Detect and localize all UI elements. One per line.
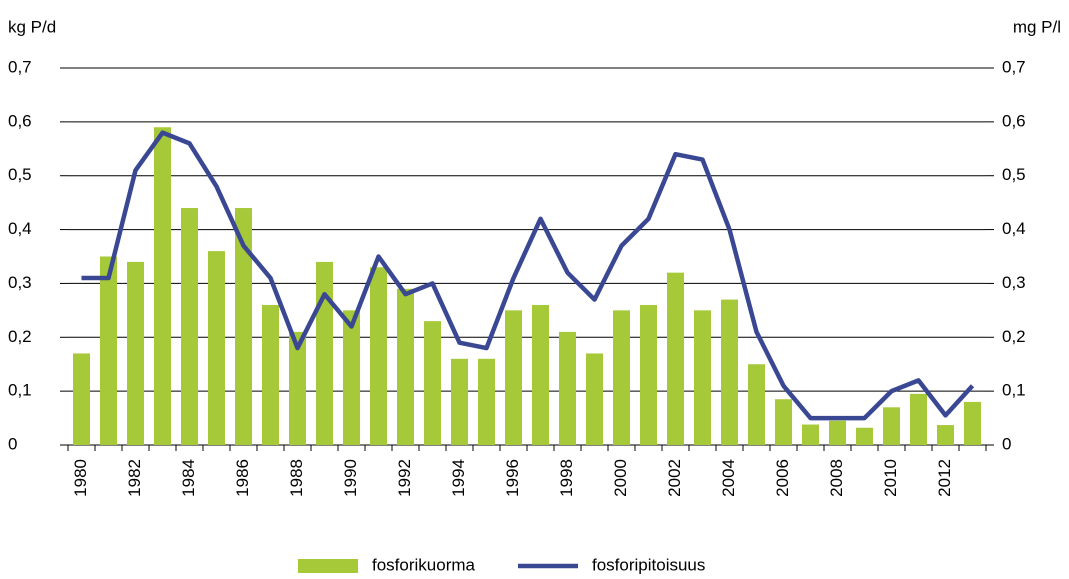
bar [667,272,684,445]
x-tick-label: 1986 [233,459,252,497]
legend-label: fosforikuorma [372,555,476,574]
bar [802,424,819,445]
x-tick-label: 1994 [449,459,468,497]
bar [532,304,549,445]
y2-tick-label: 0,7 [1002,57,1026,76]
y-tick-label: 0,3 [8,273,32,292]
x-tick-label: 1998 [557,459,576,497]
bar [100,256,117,445]
y2-tick-label: 0,2 [1002,327,1026,346]
x-tick-label: 2010 [881,459,900,497]
y-tick-label: 0,6 [8,111,32,130]
bar [505,310,522,445]
x-tick-label: 1980 [71,459,90,497]
y2-tick-label: 0 [1002,434,1011,453]
bar [586,353,603,445]
bar [964,401,981,445]
bar [613,310,630,445]
legend-label: fosforipitoisuus [592,555,705,574]
bar [316,261,333,445]
y2-tick-label: 0,3 [1002,273,1026,292]
y2-axis-label: mg P/l [1013,17,1061,36]
bar [181,208,198,445]
y-tick-label: 0,5 [8,165,32,184]
x-tick-label: 1996 [503,459,522,497]
bar [937,425,954,445]
x-tick-label: 2008 [827,459,846,497]
legend-swatch [298,559,358,573]
bar [127,261,144,445]
y2-tick-label: 0,4 [1002,219,1026,238]
bar [721,299,738,445]
y-tick-label: 0,2 [8,327,32,346]
x-tick-label: 2006 [773,459,792,497]
y-axis-label: kg P/d [8,17,56,36]
bar [289,331,306,445]
bar [235,208,252,445]
y-tick-label: 0,1 [8,381,32,400]
x-tick-label: 1988 [287,459,306,497]
bar [748,364,765,445]
bar [154,127,171,445]
x-tick-label: 2012 [935,459,954,497]
y2-tick-label: 0,5 [1002,165,1026,184]
y2-tick-label: 0,6 [1002,111,1026,130]
x-tick-label: 2004 [719,459,738,497]
bar [370,267,387,445]
bar [910,393,927,445]
bar [208,251,225,445]
bar [478,358,495,445]
bar [640,304,657,445]
bar [829,420,846,445]
x-tick-label: 1982 [125,459,144,497]
bar [343,310,360,445]
x-tick-label: 2002 [665,459,684,497]
bar [262,304,279,445]
y2-tick-label: 0,1 [1002,381,1026,400]
bar [856,427,873,445]
bar [424,321,441,445]
bar [883,407,900,445]
bar [559,331,576,445]
y-tick-label: 0 [8,434,17,453]
y-tick-label: 0,7 [8,57,32,76]
x-tick-label: 1990 [341,459,360,497]
x-tick-label: 1992 [395,459,414,497]
bar [694,310,711,445]
line [81,130,975,421]
bar [451,358,468,445]
x-tick-label: 1984 [179,459,198,497]
bar [397,288,414,445]
y-tick-label: 0,4 [8,219,32,238]
x-tick-label: 2000 [611,459,630,497]
bar [775,399,792,445]
bar [73,353,90,445]
